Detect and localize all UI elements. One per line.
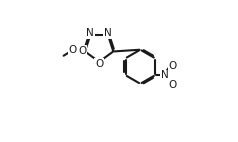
Text: O: O xyxy=(78,46,86,56)
Text: O: O xyxy=(169,61,177,71)
Text: O: O xyxy=(95,59,103,69)
Text: N: N xyxy=(104,28,112,38)
Text: N: N xyxy=(86,28,94,38)
Text: N: N xyxy=(161,70,169,80)
Text: O: O xyxy=(69,45,77,55)
Text: O: O xyxy=(169,80,177,90)
